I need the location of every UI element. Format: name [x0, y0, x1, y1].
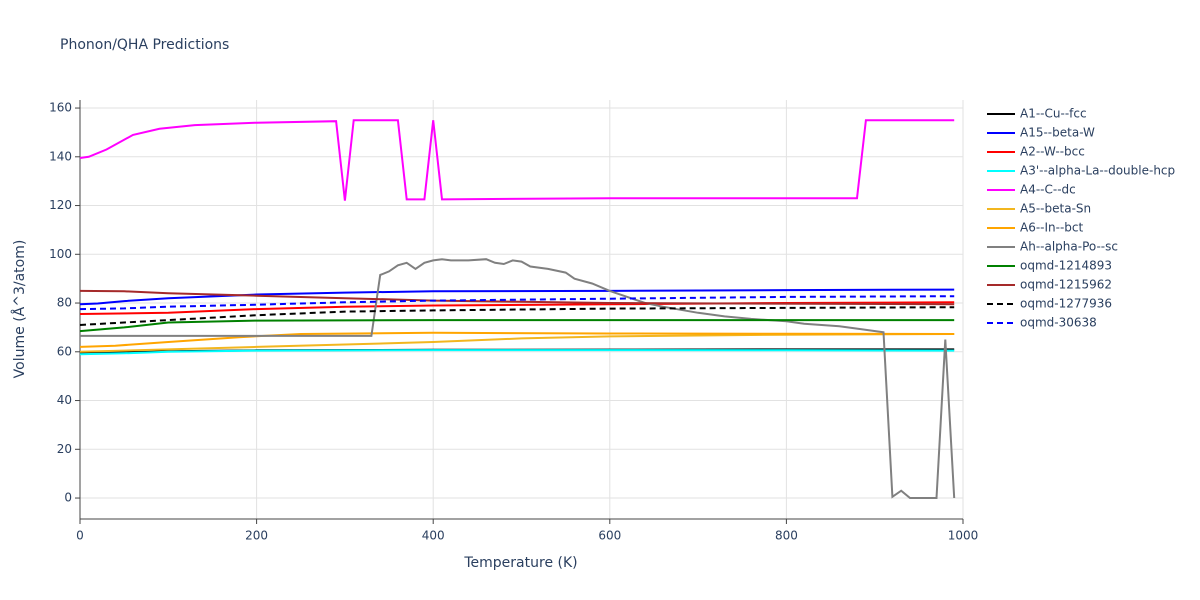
- y-tick-label: 0: [64, 491, 72, 505]
- chart-title: Phonon/QHA Predictions: [60, 37, 229, 53]
- series-line: [79, 119, 955, 201]
- series-line: [79, 331, 955, 348]
- legend-label: oqmd-1215962: [1020, 278, 1112, 292]
- legend-label: A4--C--dc: [1020, 183, 1076, 197]
- y-tick-label: 20: [57, 442, 72, 456]
- legend-label: A6--In--bct: [1020, 221, 1084, 235]
- y-tick-label: 120: [49, 198, 72, 212]
- y-tick-label: 140: [49, 149, 72, 163]
- x-axis-title: Temperature (K): [463, 555, 577, 571]
- x-tick-label: 200: [245, 529, 268, 543]
- series-line: [80, 258, 956, 499]
- legend-label: A3'--alpha-La--double-hcp: [1020, 164, 1175, 178]
- series-line: [79, 349, 955, 356]
- legend-label: A1--Cu--fcc: [1020, 107, 1087, 121]
- series-line: [79, 288, 955, 306]
- y-tick-label: 100: [49, 247, 72, 261]
- y-axis-title: Volume (Å^3/atom): [11, 240, 28, 379]
- legend-label: oqmd-30638: [1020, 316, 1097, 330]
- y-tick-label: 40: [57, 393, 72, 407]
- x-tick-label: 0: [76, 529, 84, 543]
- series-line: [79, 306, 955, 326]
- series-line: [79, 319, 955, 333]
- legend-label: A15--beta-W: [1020, 126, 1095, 140]
- x-tick-label: 600: [598, 529, 621, 543]
- legend-label: oqmd-1277936: [1020, 297, 1112, 311]
- legend-label: A2--W--bcc: [1020, 145, 1085, 159]
- series-line: [79, 295, 955, 311]
- x-tick-label: 1000: [948, 529, 979, 543]
- x-tick-label: 800: [775, 529, 798, 543]
- x-tick-label: 400: [422, 529, 445, 543]
- legend-label: oqmd-1214893: [1020, 259, 1112, 273]
- legend-label: A5--beta-Sn: [1020, 202, 1091, 216]
- y-tick-label: 160: [49, 101, 72, 115]
- series-line: [79, 289, 955, 306]
- legend-label: Ah--alpha-Po--sc: [1020, 240, 1118, 254]
- y-tick-label: 60: [57, 344, 72, 358]
- y-tick-label: 80: [57, 296, 72, 310]
- series-line: [79, 333, 955, 353]
